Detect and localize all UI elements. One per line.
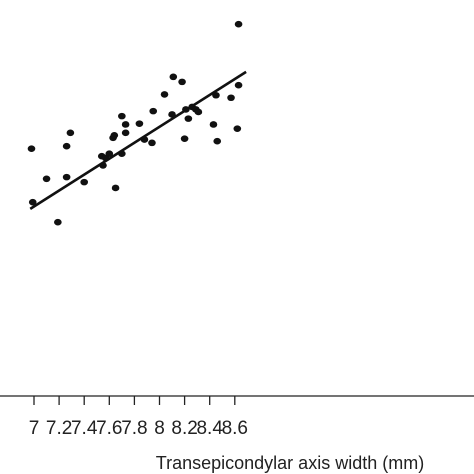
data-point bbox=[54, 218, 62, 226]
data-point bbox=[121, 129, 130, 137]
x-tick-label: 8.2 bbox=[171, 418, 197, 439]
data-point bbox=[234, 81, 243, 89]
x-axis-tick-labels: 7 7.27.47.67.8 8 8.28.48.6 bbox=[29, 418, 248, 439]
data-point bbox=[62, 142, 71, 150]
data-point bbox=[62, 173, 71, 181]
x-tick-label: 7.4 bbox=[71, 418, 98, 439]
data-point bbox=[148, 139, 156, 147]
data-point bbox=[184, 115, 193, 122]
x-tick-label: 8 bbox=[154, 418, 165, 439]
data-point bbox=[118, 150, 126, 158]
data-point bbox=[80, 178, 88, 186]
data-point bbox=[213, 137, 222, 145]
data-point bbox=[28, 198, 37, 206]
data-point bbox=[149, 107, 158, 115]
x-tick-label: 7 bbox=[29, 418, 40, 439]
data-point bbox=[66, 129, 75, 137]
data-point bbox=[168, 111, 176, 118]
data-point bbox=[27, 145, 36, 153]
data-point bbox=[169, 73, 178, 81]
data-point bbox=[140, 136, 149, 143]
data-points bbox=[27, 20, 243, 226]
data-point bbox=[105, 150, 114, 158]
data-point bbox=[111, 184, 120, 192]
regression-line bbox=[29, 70, 247, 210]
x-tick-label: 8.6 bbox=[222, 418, 248, 439]
data-point bbox=[178, 78, 186, 86]
data-point bbox=[110, 132, 119, 139]
x-tick-label: 7.2 bbox=[46, 418, 72, 439]
data-point bbox=[233, 125, 242, 132]
data-point bbox=[234, 20, 243, 28]
data-point bbox=[209, 121, 218, 128]
x-axis-label: Transepicondylar axis width (mm) bbox=[156, 453, 424, 473]
data-point bbox=[212, 91, 220, 99]
data-point bbox=[121, 121, 130, 128]
x-tick-label: 7.8 bbox=[121, 418, 147, 439]
data-point bbox=[118, 112, 126, 120]
x-axis-ticks bbox=[33, 396, 236, 405]
data-point bbox=[99, 162, 107, 169]
x-tick-label: 7.6 bbox=[96, 418, 122, 439]
x-tick-label: 8.4 bbox=[196, 418, 223, 439]
data-point bbox=[160, 91, 169, 98]
data-point bbox=[180, 135, 189, 142]
data-point bbox=[227, 94, 235, 102]
data-point bbox=[194, 108, 203, 116]
data-point bbox=[182, 106, 190, 113]
data-point bbox=[42, 175, 51, 183]
data-point bbox=[135, 120, 144, 127]
